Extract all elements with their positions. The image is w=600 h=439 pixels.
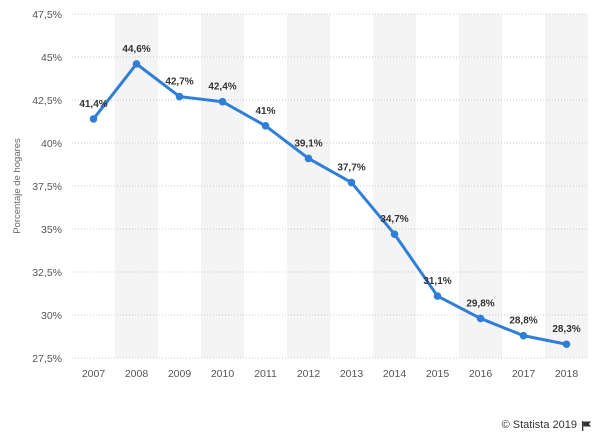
data-point[interactable] — [304, 154, 313, 163]
x-axis-ticks: 2007 2008 2009 2010 2011 2012 2013 2014 2015 2016… — [82, 368, 579, 380]
gridlines — [72, 13, 588, 359]
x-tick-label: 2008 — [125, 368, 149, 380]
y-tick-label: 42,5% — [32, 95, 62, 107]
data-label: 42,7% — [165, 77, 193, 88]
x-tick-label: 2012 — [297, 368, 321, 380]
data-point[interactable] — [519, 331, 528, 340]
x-tick-label: 2010 — [211, 368, 235, 380]
data-label: 41,4% — [79, 99, 107, 110]
x-tick-label: 2007 — [82, 368, 106, 380]
series-line — [92, 62, 568, 346]
x-tick-label: 2016 — [469, 368, 493, 380]
y-tick-label: 40% — [41, 138, 62, 150]
data-label: 41% — [255, 106, 275, 117]
data-labels: 41,4% 44,6% 42,7% 42,4% 41% 39,1% 37,7% 34,7% 31… — [79, 44, 580, 335]
y-axis-title: Porcentaje de hogares — [12, 138, 23, 234]
data-point[interactable] — [261, 122, 270, 130]
x-tick-label: 2018 — [555, 368, 579, 380]
x-tick-label: 2013 — [340, 368, 364, 380]
data-label: 28,8% — [509, 316, 537, 327]
data-label: 29,8% — [466, 298, 494, 309]
x-tick-label: 2017 — [512, 368, 536, 380]
data-point[interactable] — [433, 292, 442, 300]
y-tick-label: 45% — [41, 52, 62, 64]
data-label: 42,4% — [208, 82, 236, 93]
data-point[interactable] — [476, 314, 485, 323]
statista-credit[interactable]: © Statista 2019 — [502, 419, 592, 431]
column-band — [287, 14, 330, 358]
data-label: 34,7% — [380, 214, 408, 225]
data-points — [89, 60, 571, 349]
column-band — [545, 14, 588, 358]
data-label: 28,3% — [552, 324, 580, 335]
y-tick-label: 47,5% — [32, 9, 62, 21]
data-label: 31,1% — [423, 276, 451, 287]
column-band — [373, 14, 416, 358]
x-tick-label: 2011 — [254, 368, 277, 380]
data-point[interactable] — [175, 92, 184, 101]
y-tick-label: 37,5% — [32, 181, 62, 193]
y-tick-label: 32,5% — [32, 267, 62, 279]
x-tick-label: 2015 — [426, 368, 450, 380]
y-tick-label: 35% — [41, 224, 62, 236]
data-point[interactable] — [89, 115, 98, 123]
credit-text: © Statista 2019 — [501, 419, 577, 431]
data-point[interactable] — [218, 97, 227, 106]
data-point[interactable] — [132, 60, 141, 68]
y-tick-label: 27,5% — [32, 353, 62, 365]
data-point[interactable] — [390, 230, 399, 238]
x-tick-label: 2014 — [383, 368, 407, 380]
flag-icon — [582, 420, 591, 431]
data-point[interactable] — [562, 340, 571, 349]
y-tick-label: 30% — [41, 310, 62, 322]
data-point[interactable] — [347, 178, 356, 187]
y-axis-ticks: 27,5% 30% 32,5% 35% 37,5% 40% 42,5% 45% 47,5% — [32, 9, 62, 365]
data-label: 39,1% — [294, 138, 322, 149]
data-label: 44,6% — [122, 44, 150, 55]
data-label: 37,7% — [337, 163, 365, 174]
x-tick-label: 2009 — [168, 368, 192, 380]
